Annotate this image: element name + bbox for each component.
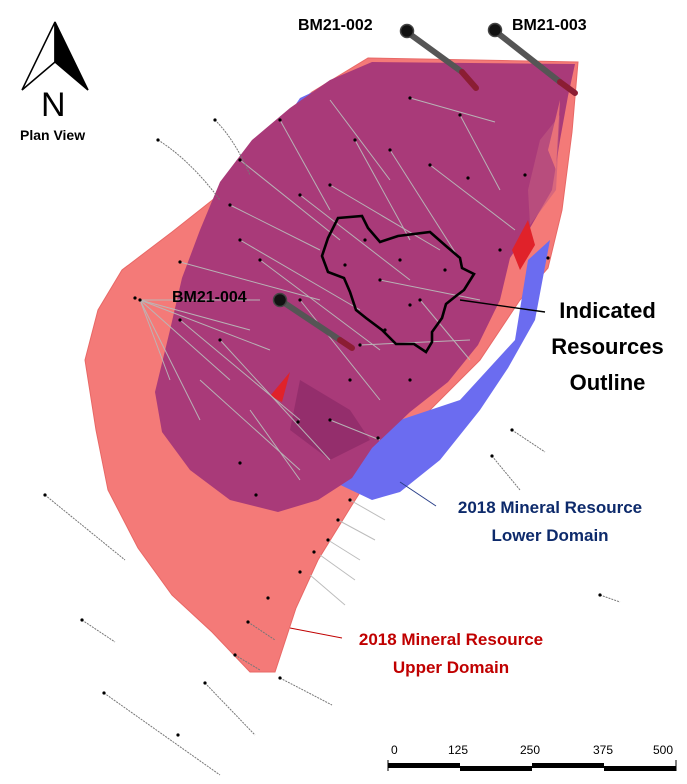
drillhole-bm21-002: [399, 23, 479, 91]
lower-domain-leader-line: [399, 481, 437, 507]
indicated-line-2: Resources: [551, 334, 664, 359]
collar-marker-icon: [272, 292, 288, 308]
scale-bar: [387, 760, 677, 771]
drillhole-bm21-004: [272, 292, 355, 351]
indicated-resources-label: Indicated Resources Outline: [540, 293, 675, 401]
scale-tick-125: 125: [448, 743, 469, 757]
upper-domain-line-2: Upper Domain: [392, 658, 510, 677]
lower-domain-label: 2018 Mineral Resource Lower Domain: [438, 494, 662, 550]
indicated-leader-line: [459, 299, 546, 313]
upper-domain-label: 2018 Mineral Resource Upper Domain: [339, 626, 563, 682]
collar-marker-icon: [399, 23, 415, 39]
scale-tick-0: 0: [391, 743, 398, 757]
outer-drill-traces: [44, 119, 621, 776]
drillhole-label-bm21-002: BM21-002: [298, 17, 373, 34]
collar-marker-icon: [487, 22, 503, 38]
indicated-resources-outline: [320, 214, 476, 354]
scale-tick-500: 500: [653, 743, 674, 757]
upper-domain-line-1: 2018 Mineral Resource: [358, 630, 544, 649]
red-facet: [548, 100, 560, 170]
north-letter: N: [41, 86, 66, 124]
red-facet: [512, 220, 535, 270]
drill-traces: [139, 97, 516, 606]
indicated-line-1: Indicated: [559, 298, 656, 323]
north-arrow-icon: [21, 21, 89, 91]
red-facet: [270, 372, 290, 402]
plan-view-label: Plan View: [20, 127, 86, 143]
drillhole-bm21-003: [487, 22, 578, 96]
drillhole-label-bm21-003: BM21-003: [512, 17, 587, 34]
lower-domain-line-2: Lower Domain: [491, 526, 609, 545]
drillhole-label-bm21-004: BM21-004: [172, 289, 247, 306]
indicated-line-3: Outline: [569, 370, 646, 395]
scale-tick-375: 375: [593, 743, 614, 757]
drill-collars: [43, 96, 602, 737]
scale-tick-250: 250: [520, 743, 541, 757]
lower-domain-line-1: 2018 Mineral Resource: [457, 498, 643, 517]
overlap-zone-shape: [155, 62, 575, 512]
upper-domain-leader-line: [289, 627, 343, 639]
